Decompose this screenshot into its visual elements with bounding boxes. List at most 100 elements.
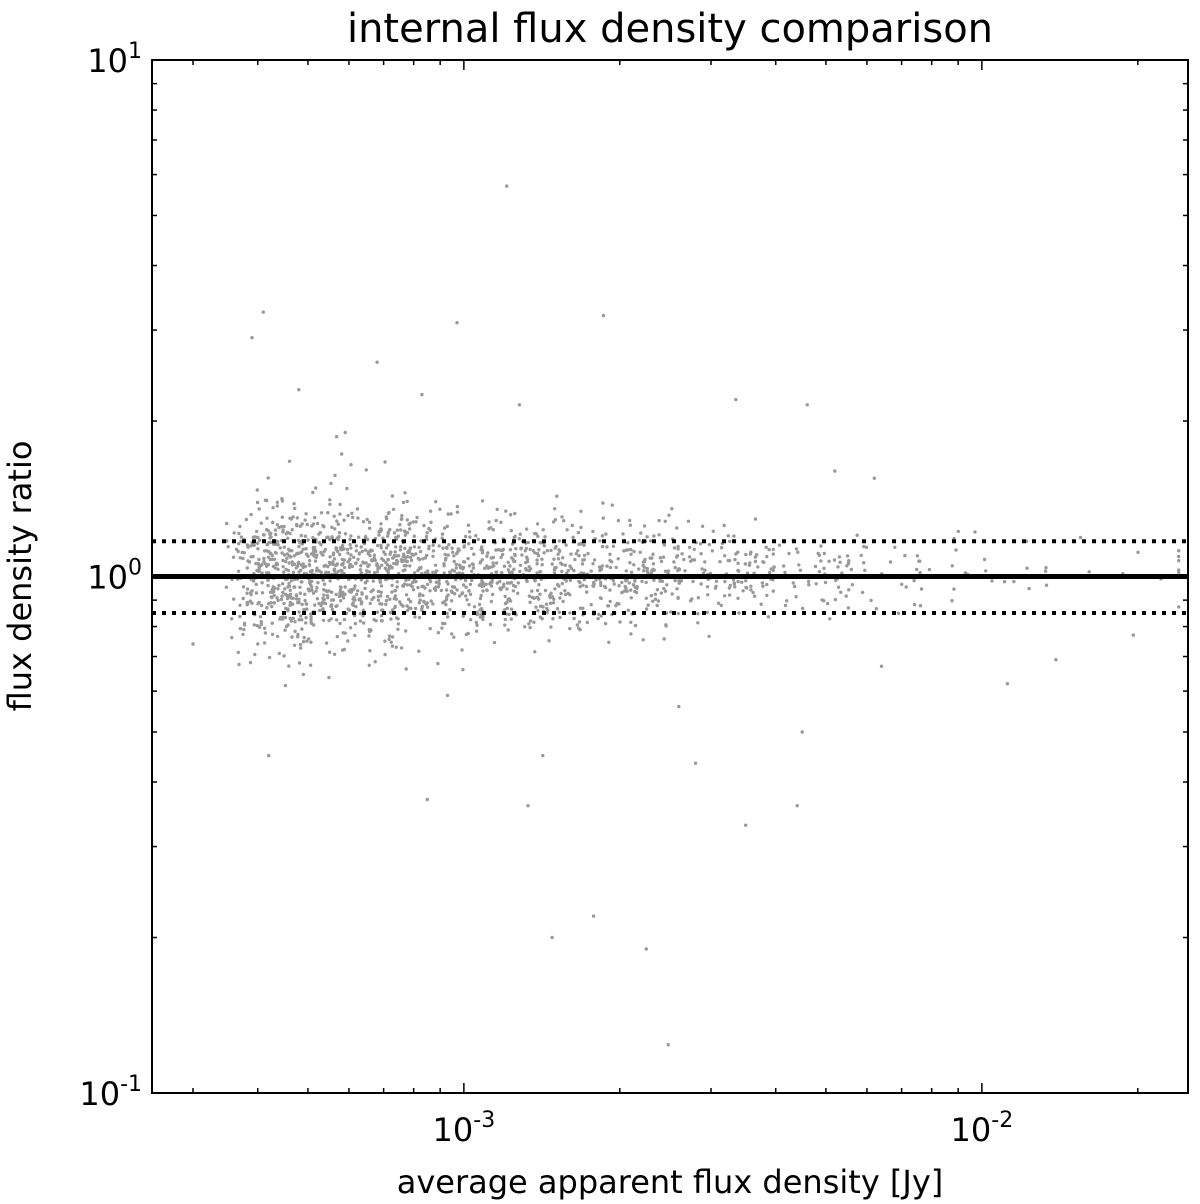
data-point bbox=[629, 596, 633, 600]
data-point bbox=[336, 569, 340, 574]
data-point bbox=[387, 565, 391, 569]
data-point bbox=[477, 602, 482, 607]
data-point bbox=[563, 589, 567, 593]
data-point bbox=[262, 533, 266, 537]
data-point bbox=[290, 635, 294, 639]
data-point bbox=[383, 552, 387, 556]
data-point bbox=[396, 627, 400, 631]
data-point bbox=[606, 604, 611, 608]
data-point bbox=[874, 607, 879, 611]
data-point bbox=[328, 502, 332, 506]
data-point bbox=[646, 603, 650, 607]
data-point bbox=[487, 520, 491, 524]
data-point bbox=[805, 403, 809, 407]
data-point bbox=[620, 590, 624, 595]
data-point bbox=[1177, 605, 1181, 609]
data-point bbox=[650, 556, 654, 560]
data-point bbox=[744, 585, 748, 590]
data-point bbox=[535, 522, 540, 526]
data-point bbox=[674, 555, 679, 559]
data-point bbox=[371, 579, 375, 583]
data-point bbox=[224, 585, 229, 589]
data-point bbox=[919, 587, 924, 591]
data-point bbox=[560, 515, 564, 519]
data-point bbox=[472, 605, 477, 609]
data-point bbox=[722, 594, 727, 598]
data-point bbox=[740, 580, 744, 584]
data-point bbox=[399, 545, 403, 549]
data-point bbox=[411, 520, 416, 524]
data-point bbox=[332, 652, 337, 656]
data-point bbox=[368, 553, 372, 558]
data-point bbox=[628, 523, 633, 527]
data-point bbox=[578, 628, 582, 632]
data-point bbox=[309, 617, 313, 622]
data-point bbox=[283, 628, 287, 632]
data-point bbox=[232, 597, 236, 601]
data-point bbox=[733, 557, 737, 562]
data-point bbox=[267, 571, 271, 575]
data-point bbox=[745, 571, 750, 575]
data-point bbox=[533, 551, 537, 555]
data-point bbox=[692, 547, 696, 551]
data-point bbox=[334, 618, 339, 622]
data-point bbox=[461, 560, 466, 564]
data-point bbox=[607, 640, 611, 644]
data-point bbox=[370, 597, 374, 602]
data-point bbox=[532, 596, 537, 600]
data-point bbox=[329, 604, 333, 608]
data-point bbox=[289, 579, 294, 583]
data-point bbox=[292, 502, 296, 506]
data-point bbox=[726, 558, 730, 563]
data-point bbox=[498, 548, 503, 552]
data-point bbox=[376, 543, 380, 548]
data-point bbox=[300, 618, 304, 622]
data-point bbox=[732, 534, 736, 538]
data-point bbox=[335, 562, 339, 566]
data-point bbox=[437, 582, 441, 586]
data-point bbox=[589, 569, 593, 573]
data-point bbox=[460, 591, 465, 595]
data-point bbox=[503, 594, 507, 599]
data-point bbox=[791, 581, 795, 585]
data-point bbox=[540, 563, 544, 567]
data-point bbox=[329, 481, 333, 486]
data-point bbox=[467, 602, 471, 607]
data-point bbox=[783, 603, 788, 608]
data-point bbox=[828, 617, 832, 621]
data-point bbox=[629, 547, 633, 552]
data-point bbox=[336, 537, 340, 542]
data-point bbox=[478, 608, 482, 612]
data-point bbox=[512, 567, 516, 571]
data-point bbox=[360, 591, 364, 595]
data-point bbox=[677, 704, 681, 709]
data-point bbox=[927, 567, 932, 572]
data-point bbox=[270, 604, 274, 609]
data-point bbox=[313, 603, 317, 607]
data-point bbox=[481, 617, 485, 622]
data-point bbox=[390, 583, 394, 588]
data-point bbox=[294, 593, 299, 597]
data-point bbox=[505, 184, 509, 188]
x-axis-ticks: 10-3 10-2 bbox=[192, 60, 1139, 1149]
data-point bbox=[524, 546, 528, 551]
data-point bbox=[405, 583, 410, 587]
data-point bbox=[480, 499, 485, 503]
data-point bbox=[441, 621, 445, 626]
data-point bbox=[545, 549, 550, 553]
data-point bbox=[536, 609, 540, 613]
data-point bbox=[375, 610, 380, 614]
data-point bbox=[748, 561, 752, 565]
data-point bbox=[401, 604, 405, 608]
data-point bbox=[393, 589, 397, 593]
data-point bbox=[601, 313, 606, 318]
data-point bbox=[486, 566, 490, 570]
data-point bbox=[343, 585, 347, 589]
data-point bbox=[676, 547, 680, 551]
data-point bbox=[407, 606, 411, 610]
data-point bbox=[414, 520, 418, 524]
data-point bbox=[401, 584, 405, 588]
data-point bbox=[646, 571, 650, 575]
data-point bbox=[355, 507, 360, 511]
data-point bbox=[254, 582, 258, 587]
